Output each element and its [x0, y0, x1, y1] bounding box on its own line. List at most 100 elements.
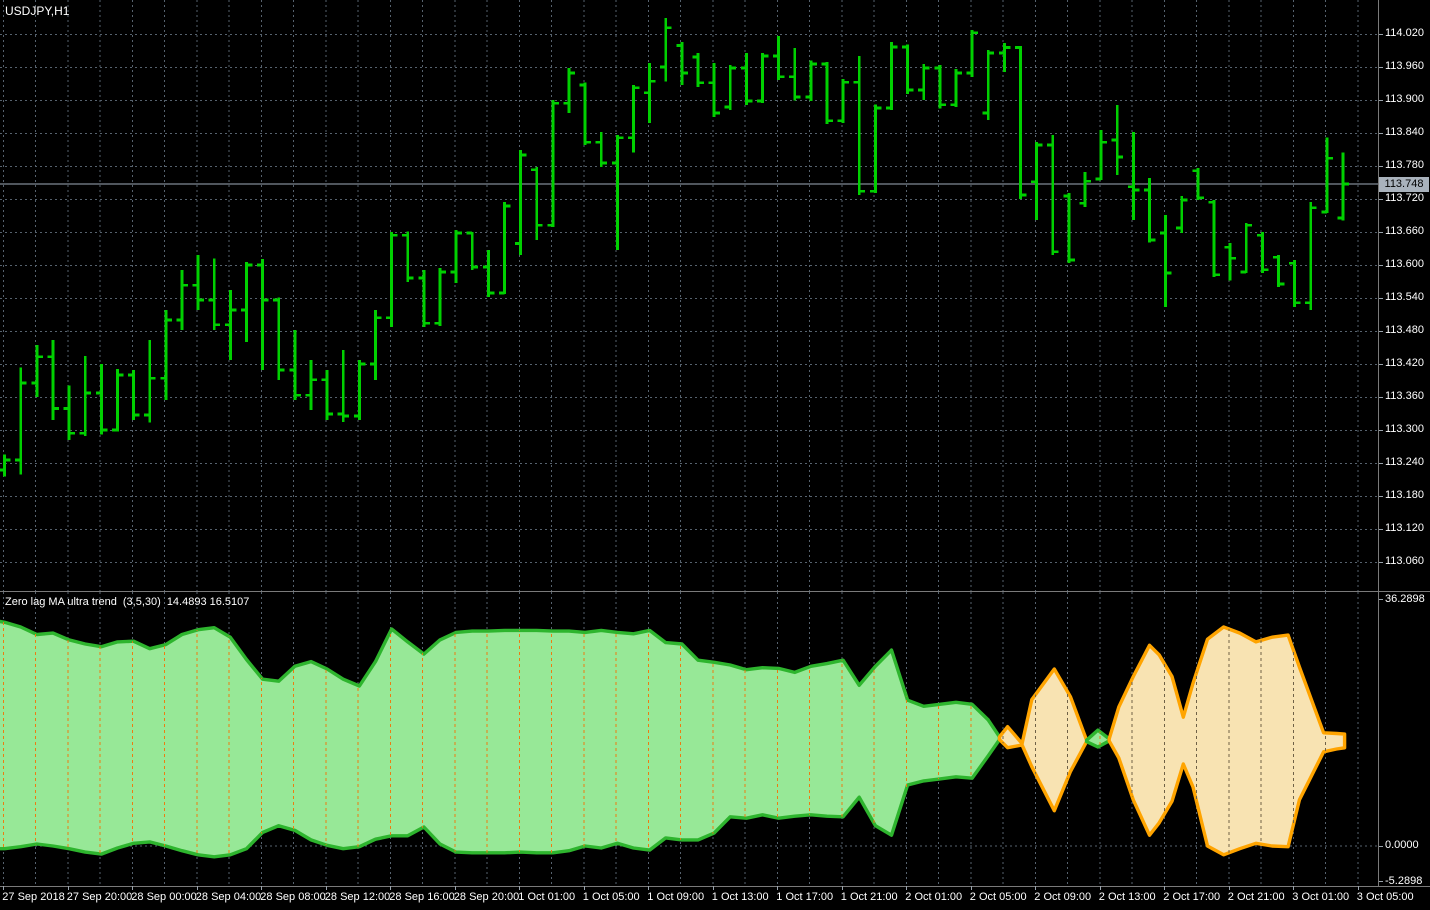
- time-scale-tick: [841, 886, 843, 890]
- time-scale-tick: [132, 886, 134, 890]
- time-scale-label: 1 Oct 17:00: [776, 891, 834, 903]
- price-scale-label-tick: [1378, 297, 1383, 299]
- price-scale-label-tick: [1378, 462, 1383, 464]
- time-scale-label: 2 Oct 17:00: [1163, 891, 1221, 903]
- price-scale-label-tick: [1378, 99, 1383, 101]
- price-scale-separator: [1378, 0, 1379, 886]
- indicator-scale-zero-tick: [1378, 845, 1383, 847]
- time-scale-label: 1 Oct 05:00: [582, 891, 640, 903]
- time-scale-tick: [3, 886, 5, 890]
- time-scale-tick: [1357, 886, 1359, 890]
- price-scale-label-tick: [1378, 330, 1383, 332]
- time-scale-label: 1 Oct 09:00: [647, 891, 705, 903]
- indicator-scale-max-tick: [1378, 599, 1383, 601]
- time-scale[interactable]: 27 Sep 2018 27 Sep 20:00 28 Sep 00:00 28 Se…: [0, 886, 1430, 910]
- price-scale-label: 114.020: [1385, 27, 1424, 40]
- price-scale-label-tick: [1378, 495, 1383, 497]
- time-scale-tick: [196, 886, 198, 890]
- price-scale-label: 113.120: [1385, 522, 1424, 535]
- price-scale-label: 113.720: [1385, 192, 1424, 205]
- time-scale-tick: [261, 886, 263, 890]
- price-scale-label: 113.960: [1385, 60, 1424, 73]
- trend-band-bear: [997, 667, 1089, 813]
- time-scale-tick: [519, 886, 521, 890]
- time-scale-tick: [1035, 886, 1037, 890]
- trend-band-bull: [0, 619, 1002, 859]
- price-scale-label-tick: [1378, 396, 1383, 398]
- time-scale-tick: [970, 886, 972, 890]
- indicator-scale-min: -5.2898: [1385, 874, 1423, 887]
- indicator-scale-zero: 0.0000: [1385, 839, 1419, 851]
- price-scale-label: 113.600: [1385, 258, 1424, 271]
- time-scale-label: 28 Sep 20:00: [453, 891, 520, 903]
- time-scale-label: 2 Oct 09:00: [1034, 891, 1092, 903]
- bid-price-badge: 113.748: [1379, 176, 1429, 192]
- price-scale-label: 113.060: [1385, 555, 1424, 568]
- time-scale-label: 28 Sep 16:00: [389, 891, 455, 903]
- trend-band-bear: [1107, 625, 1347, 857]
- price-scale[interactable]: 114.020 113.960 113.900 113.840 113.780 113.7…: [1378, 0, 1430, 887]
- time-scale-tick: [1228, 886, 1230, 890]
- time-scale-label: 27 Sep 20:00: [66, 891, 133, 903]
- price-scale-label: 113.180: [1385, 489, 1424, 502]
- price-scale-label: 113.240: [1385, 456, 1424, 469]
- time-scale-label: 2 Oct 05:00: [969, 891, 1027, 903]
- time-scale-label: 27 Sep 2018: [2, 891, 65, 903]
- price-scale-label: 113.480: [1385, 324, 1424, 337]
- price-scale-label-tick: [1378, 561, 1383, 563]
- indicator-scale-min-tick: [1378, 881, 1383, 883]
- time-scale-label: 1 Oct 21:00: [840, 891, 898, 903]
- time-scale-tick: [67, 886, 69, 890]
- time-scale-tick: [1164, 886, 1166, 890]
- time-scale-tick: [777, 886, 779, 890]
- indicator-scale-max: 36.2898: [1385, 592, 1425, 605]
- time-scale-tick: [1293, 886, 1295, 890]
- trend-band-bull: [1084, 728, 1111, 749]
- price-scale-label: 113.660: [1385, 225, 1424, 238]
- price-scale-label-tick: [1378, 66, 1383, 68]
- time-scale-label: 3 Oct 01:00: [1292, 891, 1350, 903]
- price-scale-label-tick: [1378, 264, 1383, 266]
- time-scale-label: 2 Oct 21:00: [1227, 891, 1285, 903]
- price-scale-label: 113.420: [1385, 357, 1424, 370]
- price-scale-label-tick: [1378, 33, 1383, 35]
- time-scale-label: 28 Sep 04:00: [195, 891, 262, 903]
- price-scale-label-tick: [1378, 429, 1383, 431]
- indicator-name: Zero lag MA ultra trend: [5, 596, 117, 608]
- time-scale-label: 1 Oct 01:00: [518, 891, 576, 903]
- time-scale-label: 2 Oct 01:00: [905, 891, 963, 903]
- price-scale-label-tick: [1378, 528, 1383, 530]
- subwindow-separator[interactable]: [0, 591, 1430, 592]
- price-scale-label: 113.900: [1385, 93, 1424, 106]
- time-scale-tick: [454, 886, 456, 890]
- price-scale-label-tick: [1378, 363, 1383, 365]
- price-scale-label-tick: [1378, 231, 1383, 233]
- price-scale-label-tick: [1378, 198, 1383, 200]
- time-scale-tick: [1099, 886, 1101, 890]
- time-scale-tick: [390, 886, 392, 890]
- time-scale-label: 28 Sep 00:00: [131, 891, 197, 903]
- time-scale-separator: [0, 886, 1430, 887]
- price-scale-label: 113.360: [1385, 390, 1424, 403]
- time-scale-tick: [712, 886, 714, 890]
- price-scale-label: 113.540: [1385, 291, 1424, 304]
- price-grid: [0, 0, 1378, 591]
- indicator-params: (3,5,30): [122, 596, 161, 608]
- time-scale-label: 3 Oct 05:00: [1356, 891, 1414, 903]
- indicator-header: Zero lag MA ultra trend (3,5,30) 14.4893 1…: [5, 596, 255, 608]
- time-scale-tick: [648, 886, 650, 890]
- time-scale-tick: [583, 886, 585, 890]
- time-scale-label: 28 Sep 12:00: [324, 891, 391, 903]
- indicator-current-values: 14.4893 16.5107: [166, 596, 250, 608]
- ohlc-bars-series: [0, 17, 1349, 477]
- time-scale-tick: [325, 886, 327, 890]
- indicator-subwindow-canvas[interactable]: [0, 592, 1378, 886]
- time-scale-label: 1 Oct 13:00: [711, 891, 769, 903]
- time-scale-label: 2 Oct 13:00: [1098, 891, 1156, 903]
- symbol-period-label: USDJPY,H1: [5, 4, 70, 18]
- price-chart-canvas[interactable]: [0, 0, 1378, 591]
- price-scale-label: 113.780: [1385, 159, 1424, 172]
- price-scale-label-tick: [1378, 165, 1383, 167]
- price-scale-label: 113.840: [1385, 126, 1424, 139]
